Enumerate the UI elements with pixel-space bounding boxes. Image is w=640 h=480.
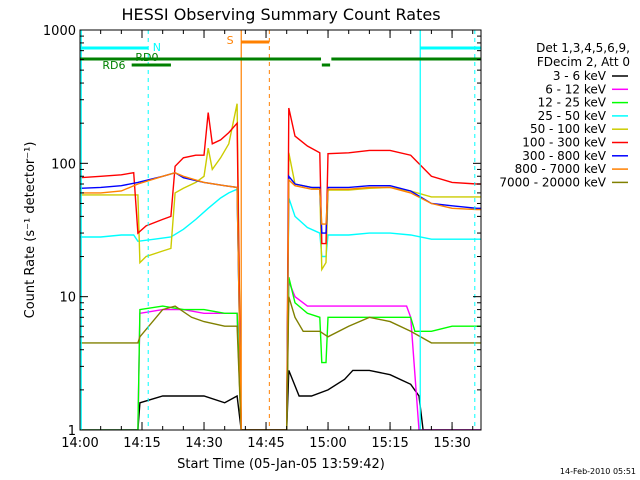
legend-label-6: 300 - 800 keV [522,149,606,163]
x-tick-label-5: 15:15 [371,436,408,451]
y-tick-label-1: 10 [59,291,76,306]
rd0-label: RD0 [135,51,158,64]
series-layer [80,103,481,430]
y-tick-label-0: 1 [68,424,76,439]
timestamp: 14-Feb-2010 05:51 [560,467,636,476]
legend-label-7: 800 - 7000 keV [515,162,607,176]
series-line-5 [80,107,481,430]
legend-label-8: 7000 - 20000 keV [499,175,606,189]
saa-label: S [227,34,234,47]
series-line-4 [80,103,481,430]
legend-label-0: 3 - 6 keV [553,69,607,83]
series-line-6 [80,171,481,430]
plot-frame [79,29,482,431]
series-line-0 [80,369,481,430]
legend-label-1: 6 - 12 keV [545,82,607,96]
series-line-7 [80,171,481,430]
y-tick-label-2: 100 [51,157,76,172]
x-tick-label-1: 14:15 [123,436,160,451]
legend-label-3: 25 - 50 keV [538,109,607,123]
legend-label-4: 50 - 100 keV [530,122,607,136]
x-tick-label-3: 14:45 [247,436,284,451]
night-label: N [153,41,161,54]
y-axis-label: Count Rate (s⁻¹ detector⁻¹) [23,142,38,319]
legend-header-line-2: FDecim 2, Att 0 [537,55,630,69]
y-tick-label-3: 1000 [43,24,76,39]
series-line-8 [80,296,481,430]
x-tick-label-4: 15:00 [309,436,346,451]
x-axis: 14:00 14:15 14:30 14:45 15:00 15:15 15:30 [61,30,474,451]
legend-header-line-1: Det 1,3,4,5,6,9, [536,41,630,55]
overlay-layer [80,30,481,430]
legend-label-5: 100 - 300 keV [522,136,606,150]
chart-title: HESSI Observing Summary Count Rates [121,5,440,24]
x-tick-label-6: 15:30 [433,436,470,451]
rd6-label: RD6 [102,59,125,72]
x-tick-label-0: 14:00 [61,436,98,451]
x-tick-label-2: 14:30 [185,436,222,451]
y-axis: 1 10 100 1000 [43,24,481,439]
x-axis-label: Start Time (05-Jan-05 13:59:42) [177,457,385,472]
legend-label-2: 12 - 25 keV [538,96,607,110]
legend: Det 1,3,4,5,6,9, FDecim 2, Att 0 3 - 6 k… [499,41,630,189]
series-line-2 [80,277,481,430]
